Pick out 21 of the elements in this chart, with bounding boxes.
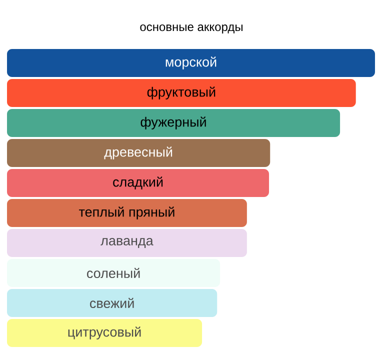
y-tick-label: морской [166, 56, 216, 70]
y-tick-label: фужерный [140, 116, 206, 130]
bar [7, 48, 375, 77]
bar [7, 228, 247, 257]
bar [7, 288, 218, 317]
bar [7, 258, 220, 287]
bar [7, 168, 270, 197]
y-tick-label: теплый пряный [79, 206, 174, 220]
y-tick-label: цитрусовый [68, 326, 141, 340]
y-tick-label: соленый [87, 268, 140, 278]
bar [7, 78, 356, 107]
bar [7, 198, 247, 227]
y-tick-label: фруктовый [147, 86, 216, 100]
chart-title: основные аккорды [140, 24, 242, 34]
y-tick-label: древесный [104, 146, 172, 160]
y-tick-label: сладкий [113, 176, 163, 190]
bar [7, 318, 202, 347]
bar [7, 108, 340, 137]
bar [7, 138, 270, 167]
y-tick-label: лаванда [100, 238, 154, 248]
y-tick-label: свежий [90, 298, 134, 308]
